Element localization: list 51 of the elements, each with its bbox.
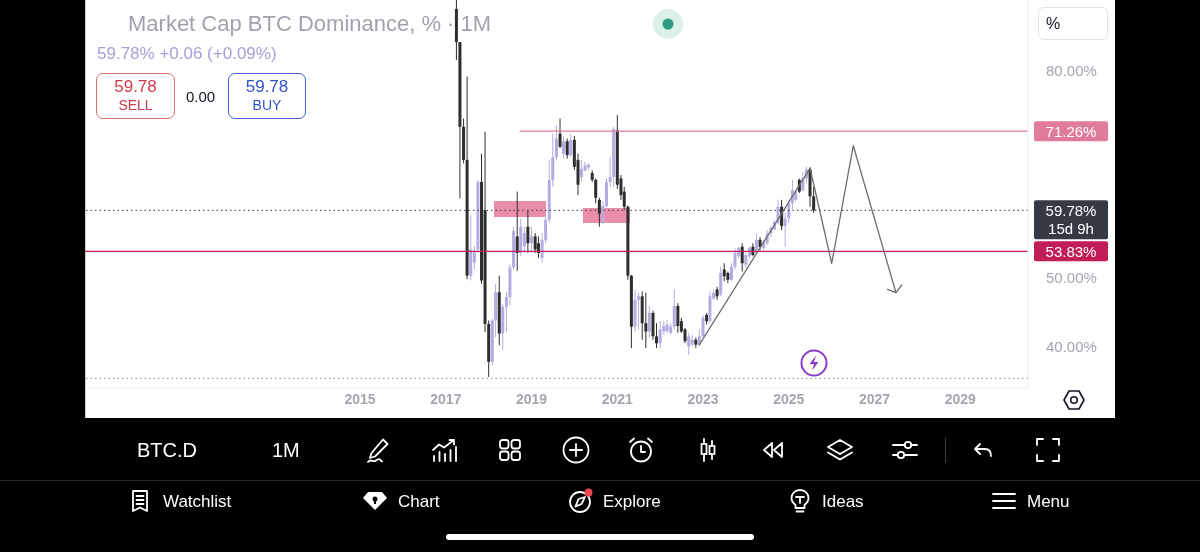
x-tick-label: 2027 — [858, 390, 891, 407]
x-tick-label: 2023 — [687, 390, 719, 407]
candlestick — [558, 118, 562, 149]
candlestick — [658, 320, 662, 349]
y-tick-label: 40.00% — [1046, 337, 1097, 355]
candlestick — [536, 235, 540, 259]
annotation: BUY — [252, 96, 282, 115]
text: 15d 9h — [1048, 219, 1094, 237]
text: BTC.D — [137, 438, 197, 461]
candlestick — [597, 197, 601, 228]
text: Explore — [603, 491, 661, 511]
sell-button: 59.78 SELL — [96, 73, 175, 119]
annotation: 59.78 — [245, 77, 289, 96]
annotation: SELL — [118, 96, 153, 115]
candlestick — [647, 305, 651, 339]
y-tick-label: 80.00% — [1046, 62, 1097, 80]
candlestick — [637, 292, 641, 330]
candlestick — [644, 292, 648, 349]
text: Market Cap BTC Dominance, % · 1M — [128, 11, 492, 36]
candlestick — [554, 124, 558, 162]
candlestick — [522, 226, 526, 254]
candlestick — [579, 159, 583, 182]
x-tick-label: 2021 — [601, 390, 634, 407]
candlestick — [533, 232, 537, 254]
annotation: 0.00 — [186, 87, 216, 105]
ref-line-label: 53.83% — [1045, 242, 1097, 260]
text: Menu — [1027, 491, 1070, 511]
candlestick — [672, 288, 676, 330]
text: 59.78% +0.06 (+0.09%) — [97, 44, 277, 63]
x-tick-label: 2029 — [944, 390, 977, 407]
annotation: 59.78 — [114, 77, 157, 96]
buy-button: 59.78 BUY — [228, 73, 306, 119]
candlestick — [569, 133, 573, 158]
data-label: 71.26% — [1045, 122, 1097, 140]
scale-button: % — [1038, 7, 1108, 40]
ref-line-label: 59.78% — [1045, 201, 1097, 219]
candlestick — [719, 266, 723, 297]
text: Chart — [398, 491, 440, 511]
x-tick-label: 2019 — [515, 390, 548, 407]
candlestick — [530, 226, 534, 254]
x-tick-label: 2015 — [344, 390, 376, 407]
y-tick-label: 50.00% — [1046, 269, 1097, 287]
x-tick-label: 2017 — [430, 390, 462, 407]
candlestick — [565, 138, 569, 160]
text: Ideas — [822, 491, 864, 511]
candlestick — [526, 209, 530, 254]
text: Watchlist — [163, 491, 232, 511]
text: 1M — [272, 438, 300, 461]
candlestick — [583, 161, 587, 173]
candlestick — [651, 310, 655, 341]
x-tick-label: 2025 — [773, 390, 805, 407]
